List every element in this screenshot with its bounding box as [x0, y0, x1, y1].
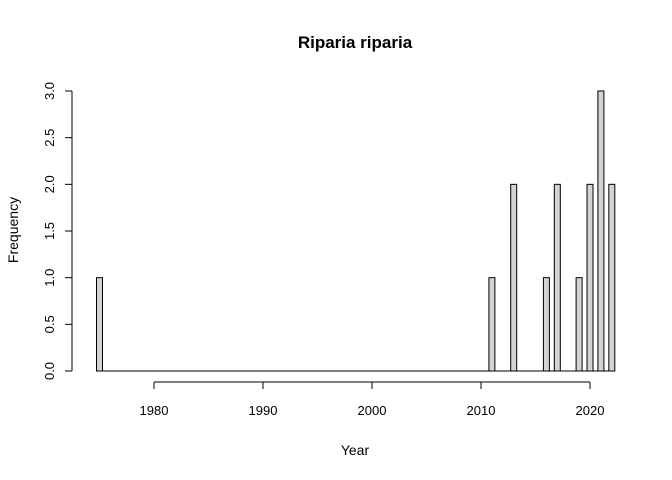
- y-tick-label: 3.0: [42, 82, 57, 100]
- bar: [488, 277, 496, 372]
- y-tick-label: 2.0: [42, 175, 57, 193]
- bar: [586, 183, 594, 372]
- x-ticks-group: 1980 1990 2000 2010 2020: [140, 382, 605, 418]
- y-tick-label: 1.0: [42, 269, 57, 287]
- bar: [608, 183, 616, 372]
- x-axis-label: Year: [341, 442, 370, 458]
- y-ticks-group: 0.0 0.5 1.0 1.5 2.0 2.5 3.0: [42, 82, 72, 380]
- y-tick-label: 0.5: [42, 315, 57, 333]
- x-tick-label: 1980: [140, 403, 169, 418]
- x-tick-label: 2010: [467, 403, 496, 418]
- y-tick-label: 0.0: [42, 362, 57, 380]
- bar: [542, 277, 550, 372]
- y-tick-label: 1.5: [42, 222, 57, 240]
- bar: [575, 277, 583, 372]
- y-axis-label: Frequency: [5, 197, 21, 263]
- bar: [597, 90, 605, 372]
- y-tick-label: 2.5: [42, 129, 57, 147]
- bars-group: [96, 90, 616, 372]
- x-tick-label: 2000: [358, 403, 387, 418]
- x-tick-label: 1990: [249, 403, 278, 418]
- bar: [553, 183, 561, 372]
- chart-title: Riparia riparia: [298, 33, 413, 52]
- bar: [510, 183, 518, 372]
- bar: [96, 277, 103, 372]
- x-tick-label: 2020: [576, 403, 605, 418]
